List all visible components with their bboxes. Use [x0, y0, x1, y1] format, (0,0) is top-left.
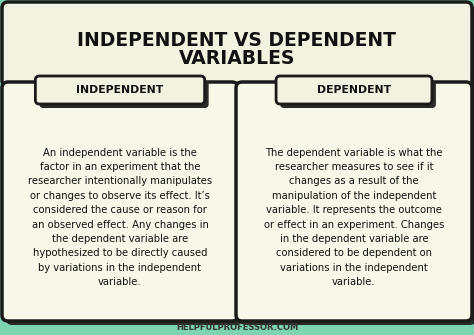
Text: The dependent variable is what the
researcher measures to see if it
changes as a: The dependent variable is what the resea…	[264, 148, 444, 287]
Text: HELPFULPROFESSOR.COM: HELPFULPROFESSOR.COM	[176, 323, 298, 332]
Text: INDEPENDENT: INDEPENDENT	[76, 85, 164, 95]
Text: DEPENDENT: DEPENDENT	[317, 85, 391, 95]
FancyBboxPatch shape	[2, 2, 472, 86]
FancyBboxPatch shape	[39, 80, 209, 108]
Text: VARIABLES: VARIABLES	[179, 49, 295, 67]
FancyBboxPatch shape	[6, 6, 474, 90]
FancyBboxPatch shape	[236, 82, 472, 321]
FancyBboxPatch shape	[276, 76, 432, 104]
FancyBboxPatch shape	[240, 86, 474, 325]
FancyBboxPatch shape	[36, 76, 205, 104]
Text: An independent variable is the
factor in an experiment that the
researcher inten: An independent variable is the factor in…	[28, 148, 212, 287]
FancyBboxPatch shape	[280, 80, 436, 108]
FancyBboxPatch shape	[6, 86, 242, 325]
Text: INDEPENDENT VS DEPENDENT: INDEPENDENT VS DEPENDENT	[78, 31, 396, 51]
FancyBboxPatch shape	[2, 82, 238, 321]
